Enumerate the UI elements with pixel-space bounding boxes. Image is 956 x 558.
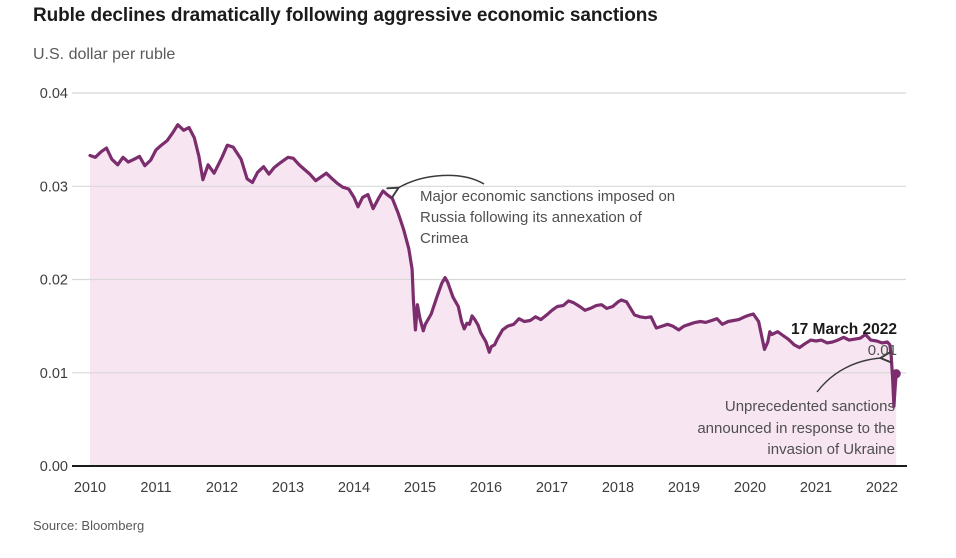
x-axis-tick-labels: 2010 2011 2012 2013 2014 2015 2016 2017 2018 2019… xyxy=(74,480,898,496)
x-tick-label: 2022 xyxy=(866,480,898,496)
x-tick-label: 2019 xyxy=(668,480,700,496)
endpoint-value-label: 0.01 xyxy=(867,342,897,359)
y-tick-label: 0.02 xyxy=(40,273,68,289)
area-fill xyxy=(90,124,897,466)
y-tick-label: 0.04 xyxy=(40,86,68,102)
y-axis-tick-labels: 0.00 0.01 0.02 0.03 0.04 xyxy=(40,86,68,475)
x-tick-label: 2018 xyxy=(602,480,634,496)
gridlines xyxy=(72,92,906,374)
x-tick-label: 2013 xyxy=(272,480,304,496)
chart-subtitle: U.S. dollar per ruble xyxy=(33,46,176,63)
ukraine-annotation: Unprecedented sanctions announced in res… xyxy=(697,398,895,458)
x-tick-label: 2017 xyxy=(536,480,568,496)
source-credit: Source: Bloomberg xyxy=(33,518,145,533)
price-line xyxy=(88,123,898,408)
chart-title: Ruble declines dramatically following ag… xyxy=(33,5,658,26)
y-tick-label: 0.00 xyxy=(40,459,68,475)
x-tick-label: 2020 xyxy=(734,480,766,496)
x-tick-label: 2010 xyxy=(74,480,106,496)
x-tick-label: 2012 xyxy=(206,480,238,496)
crimea-annotation: Major economic sanctions imposed on Russ… xyxy=(420,188,676,247)
endpoint-date-label: 17 March 2022 xyxy=(791,321,897,338)
crimea-annotation-arrow xyxy=(386,174,485,199)
endpoint-dot xyxy=(891,369,901,379)
x-tick-label: 2015 xyxy=(404,480,436,496)
y-tick-label: 0.03 xyxy=(40,179,68,195)
x-tick-label: 2016 xyxy=(470,480,502,496)
ukraine-annotation-arrow xyxy=(816,351,892,393)
x-tick-label: 2014 xyxy=(338,480,370,496)
x-tick-label: 2021 xyxy=(800,480,832,496)
y-tick-label: 0.01 xyxy=(40,366,68,382)
x-tick-label: 2011 xyxy=(140,480,171,496)
